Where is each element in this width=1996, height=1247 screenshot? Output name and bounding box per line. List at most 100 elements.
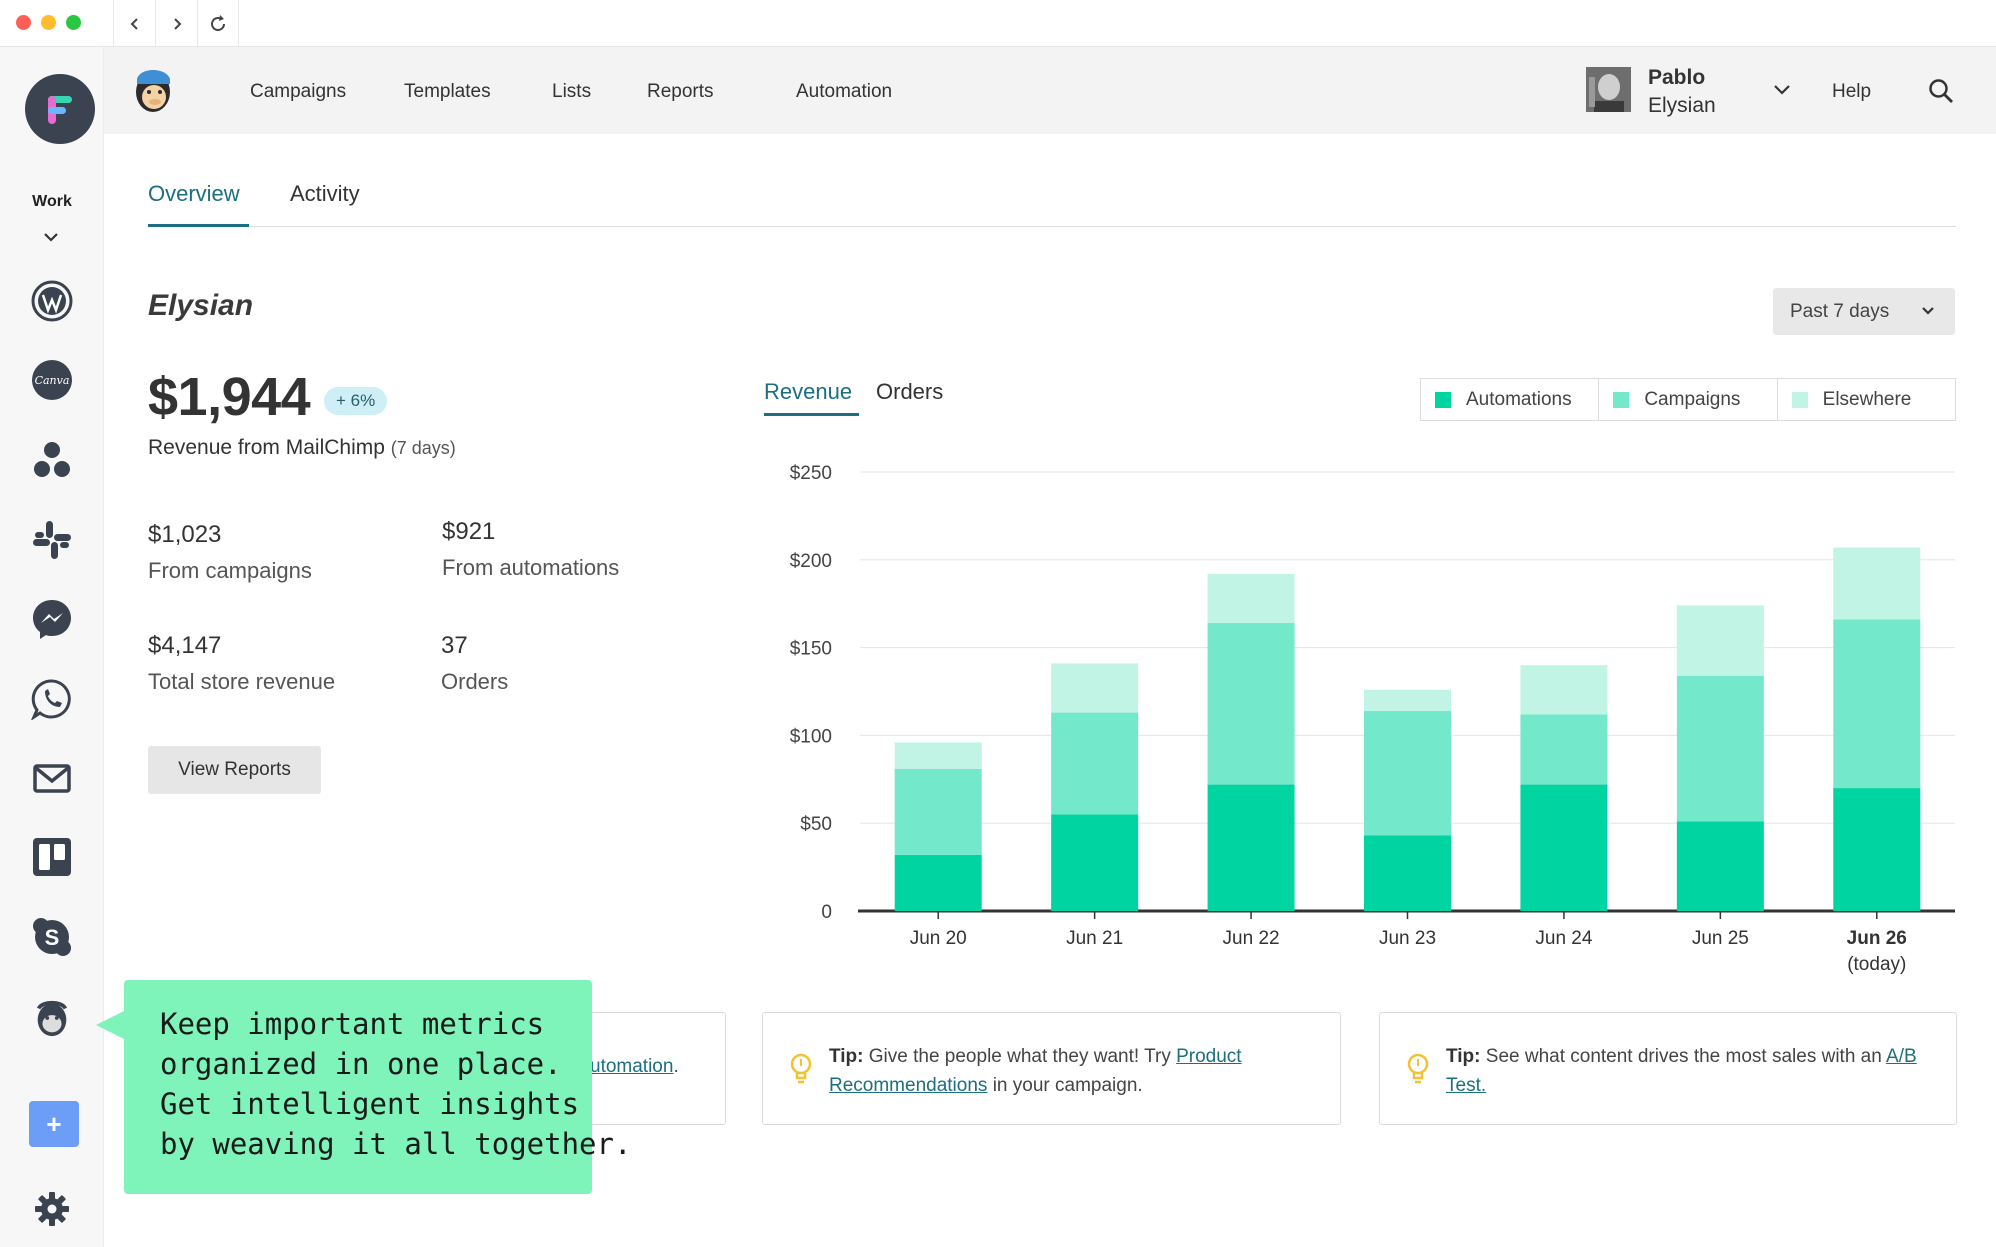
wordpress-icon bbox=[31, 280, 73, 322]
automation-link[interactable]: utomation bbox=[590, 1056, 674, 1077]
legend-label: Elsewhere bbox=[1822, 388, 1912, 410]
canva-icon: Canva bbox=[32, 360, 72, 400]
mailchimp-icon bbox=[36, 1000, 68, 1037]
svg-text:Canva: Canva bbox=[35, 374, 70, 387]
tip-prefix: Tip: bbox=[1446, 1046, 1481, 1067]
whatsapp-app[interactable] bbox=[31, 678, 73, 720]
wordpress-app[interactable] bbox=[31, 280, 73, 322]
gmail-app[interactable] bbox=[31, 757, 73, 799]
reload-button[interactable] bbox=[197, 0, 239, 47]
legend-label: Automations bbox=[1466, 388, 1572, 410]
stat-orders-label: Orders bbox=[441, 669, 509, 694]
tip-card-product-recs: Tip: Give the people what they want! Try… bbox=[762, 1012, 1341, 1125]
slack-app[interactable] bbox=[31, 519, 73, 561]
bar-campaigns-7 bbox=[1833, 619, 1921, 789]
revenue-label-text: Revenue from MailChimp bbox=[148, 436, 385, 459]
legend-automations[interactable]: Automations bbox=[1421, 379, 1600, 420]
x-tick-label: Jun 22 bbox=[1223, 928, 1280, 949]
back-button[interactable] bbox=[113, 0, 155, 47]
callout-pointer bbox=[96, 1010, 126, 1040]
add-app-button[interactable]: + bbox=[29, 1101, 79, 1147]
ab-test-link[interactable]: A/B Test. bbox=[1446, 1046, 1917, 1096]
tip-text: Tip: Give the people what they want! Try… bbox=[829, 1042, 1242, 1100]
trello-app[interactable] bbox=[31, 836, 73, 878]
mailchimp-app[interactable] bbox=[31, 997, 73, 1039]
revenue-chart: 0 $50 $100 $150 $200 $250 Jun 20 Jun 21 Jun 22 Ju… bbox=[790, 463, 1955, 975]
legend-swatch-campaigns bbox=[1613, 391, 1630, 408]
chevron-down-icon[interactable] bbox=[42, 231, 60, 243]
chevron-down-icon[interactable] bbox=[1773, 84, 1791, 96]
tabs-divider bbox=[148, 226, 1956, 227]
stat-orders-value: 37 bbox=[441, 632, 468, 659]
tip-automation-suffix: . bbox=[673, 1056, 679, 1077]
messenger-icon bbox=[33, 600, 71, 639]
callout-line: Get intelligent insights bbox=[160, 1087, 580, 1121]
nav-automation[interactable]: Automation bbox=[796, 81, 893, 102]
x-tick-label: Jun 20 bbox=[910, 928, 967, 949]
search-icon[interactable] bbox=[1928, 78, 1954, 104]
legend-elsewhere[interactable]: Elsewhere bbox=[1778, 379, 1955, 420]
chevron-right-icon bbox=[173, 17, 181, 30]
mailchimp-logo[interactable] bbox=[130, 65, 176, 120]
help-link[interactable]: Help bbox=[1832, 81, 1872, 102]
x-tick-label: Jun 23 bbox=[1379, 928, 1436, 949]
app-logo[interactable] bbox=[25, 74, 95, 144]
legend-campaigns[interactable]: Campaigns bbox=[1599, 379, 1778, 420]
nav-campaigns[interactable]: Campaigns bbox=[250, 81, 347, 102]
bar-automations-5 bbox=[1520, 784, 1608, 911]
bar-automations-4 bbox=[1364, 835, 1451, 911]
tab-overview[interactable]: Overview bbox=[148, 181, 240, 206]
maximize-window-button[interactable] bbox=[66, 15, 81, 30]
bar-campaigns-2 bbox=[1051, 712, 1139, 815]
tab-revenue[interactable]: Revenue bbox=[764, 379, 853, 404]
close-window-button[interactable] bbox=[16, 15, 31, 30]
settings-button[interactable] bbox=[31, 1188, 73, 1230]
bar-campaigns-6 bbox=[1676, 675, 1764, 822]
reload-icon bbox=[211, 14, 225, 31]
bar-automations-6 bbox=[1676, 821, 1764, 911]
y-tick-label: $150 bbox=[790, 639, 832, 660]
view-reports-button[interactable]: View Reports bbox=[148, 746, 321, 794]
app-rail: Work Canva S + bbox=[0, 47, 104, 1247]
bar-elsewhere-2 bbox=[1051, 663, 1139, 713]
mailchimp-topnav: Campaigns Templates Lists Reports Automa… bbox=[104, 47, 1996, 134]
forward-button[interactable] bbox=[155, 0, 197, 47]
bar-automations-2 bbox=[1051, 814, 1139, 911]
active-tab-indicator bbox=[148, 224, 249, 227]
tip-automation-text: utomation. bbox=[590, 1056, 679, 1078]
legend-swatch-automations bbox=[1435, 391, 1451, 408]
nav-templates[interactable]: Templates bbox=[404, 81, 491, 102]
nav-reports[interactable]: Reports bbox=[647, 81, 714, 102]
minimize-window-button[interactable] bbox=[41, 15, 56, 30]
bar-elsewhere-6 bbox=[1676, 605, 1764, 676]
canva-app[interactable]: Canva bbox=[31, 359, 73, 401]
freddie-logo-icon bbox=[136, 70, 170, 112]
circles-app[interactable] bbox=[31, 439, 73, 481]
active-chart-tab-indicator bbox=[764, 413, 859, 416]
product-recommendations-link[interactable]: Recommendations bbox=[829, 1075, 988, 1096]
date-range-select[interactable]: Past 7 days bbox=[1773, 288, 1955, 335]
x-tick-note: (today) bbox=[1847, 954, 1906, 975]
user-menu[interactable]: Pablo Elysian bbox=[1648, 64, 1716, 120]
avatar[interactable] bbox=[1586, 67, 1631, 112]
callout-text: Keep important metrics organized in one … bbox=[160, 1004, 631, 1164]
tab-orders[interactable]: Orders bbox=[876, 379, 944, 404]
product-recommendations-link[interactable]: Product bbox=[1176, 1046, 1242, 1067]
window-titlebar bbox=[0, 0, 1996, 47]
status-badge: + 6% bbox=[324, 387, 388, 415]
stat-store-revenue-value: $4,147 bbox=[148, 632, 222, 659]
store-title: Elysian bbox=[148, 289, 254, 322]
bar-elsewhere-1 bbox=[894, 742, 982, 769]
lightbulb-icon bbox=[790, 1053, 812, 1084]
bar-automations-7 bbox=[1833, 788, 1921, 911]
lightbulb-icon bbox=[1407, 1053, 1429, 1084]
gmail-icon bbox=[33, 764, 71, 793]
tab-activity[interactable]: Activity bbox=[290, 181, 360, 206]
legend-swatch-elsewhere bbox=[1791, 391, 1808, 408]
messenger-app[interactable] bbox=[31, 598, 73, 640]
tip-card-ab-test: Tip: See what content drives the most sa… bbox=[1379, 1012, 1957, 1125]
bar-elsewhere-5 bbox=[1520, 665, 1608, 715]
skype-app[interactable]: S bbox=[31, 916, 73, 958]
nav-lists[interactable]: Lists bbox=[552, 81, 592, 102]
circles-icon bbox=[34, 442, 70, 477]
